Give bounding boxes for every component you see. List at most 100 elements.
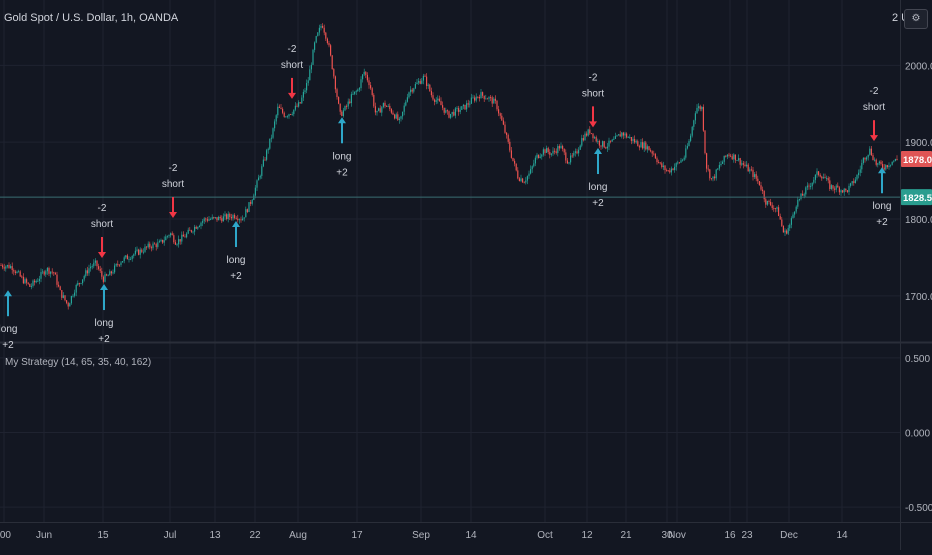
candle-body <box>746 164 748 167</box>
candle-body <box>333 69 335 77</box>
candle-body <box>525 180 527 183</box>
candle-body <box>611 139 613 142</box>
candle-body <box>688 140 690 147</box>
x-tick-label: 22 <box>249 530 261 541</box>
long-text-label: long <box>589 182 608 193</box>
candle-body <box>614 136 616 139</box>
candle-body <box>195 226 197 229</box>
candle-body <box>395 114 397 119</box>
candle-body <box>682 159 684 161</box>
candle-body <box>483 95 485 99</box>
candle-body <box>472 97 474 99</box>
candle-body <box>563 148 565 153</box>
candle-body <box>296 105 298 107</box>
candle-body <box>88 268 90 274</box>
candle-body <box>16 271 18 274</box>
candle-body <box>597 140 599 142</box>
settings-icon[interactable]: ⚙ <box>904 9 928 29</box>
candle-body <box>254 187 256 196</box>
candle-body <box>557 146 559 154</box>
candle-body <box>259 175 261 178</box>
candle-body <box>355 91 357 93</box>
candle-body <box>574 151 576 153</box>
candle-body <box>837 185 839 188</box>
short-qty-label: -2 <box>288 44 297 55</box>
candle-body <box>549 152 551 155</box>
candle-body <box>822 177 824 179</box>
candle-body <box>806 185 808 188</box>
candle-body <box>11 266 13 271</box>
indicator-tick-label: 0.500 <box>905 354 930 365</box>
candle-body <box>358 88 360 90</box>
candle-body <box>515 163 517 171</box>
candle-body <box>416 82 418 85</box>
candle-body <box>731 156 733 160</box>
candle-body <box>435 100 437 102</box>
x-tick-label: 13 <box>209 530 221 541</box>
candle-body <box>3 267 5 269</box>
candle-body <box>378 108 380 111</box>
candle-body <box>115 263 117 266</box>
candle-body <box>216 217 218 221</box>
candle-body <box>403 105 405 112</box>
candle-body <box>203 218 205 222</box>
candle-body <box>368 80 370 86</box>
candle-body <box>400 116 402 119</box>
candle-body <box>696 107 698 114</box>
candle-body <box>853 181 855 183</box>
candle-body <box>426 76 428 86</box>
candle-body <box>232 215 234 219</box>
candle-body <box>330 45 332 56</box>
indicator-legend[interactable]: My Strategy (14, 65, 35, 40, 162) <box>5 357 152 368</box>
candle-body <box>21 276 23 278</box>
candle-body <box>677 162 679 164</box>
candle-body <box>826 178 828 179</box>
candle-body <box>318 27 320 33</box>
short-text-label: short <box>281 60 303 71</box>
candle-body <box>762 189 764 191</box>
candle-body <box>206 219 208 221</box>
candle-body <box>379 108 381 113</box>
candle-body <box>336 89 338 98</box>
x-tick-label: Sep <box>412 530 430 541</box>
candle-body <box>27 282 29 284</box>
candle-body <box>269 138 271 149</box>
candle-body <box>339 103 341 112</box>
candle-body <box>320 25 322 28</box>
candle-body <box>770 201 772 206</box>
candle-body <box>802 193 804 196</box>
candle-body <box>536 154 538 158</box>
signals: long +2 -2 short long +2 -2 short long +2 -2 short l… <box>0 44 891 351</box>
candle-body <box>792 214 794 219</box>
candle-body <box>629 137 631 138</box>
candle-body <box>267 148 269 151</box>
candle-body <box>818 171 820 175</box>
candle-body <box>48 268 50 274</box>
candle-body <box>118 264 120 266</box>
candle-body <box>854 179 856 183</box>
candle-body <box>741 163 743 165</box>
candle-body <box>840 190 842 193</box>
candle-body <box>162 239 164 243</box>
candle-body <box>290 114 292 115</box>
candle-body <box>62 295 64 298</box>
candle-body <box>733 154 735 160</box>
candle-body <box>650 150 652 152</box>
candle-body <box>765 199 767 205</box>
candle-body <box>397 114 399 120</box>
candle-body <box>101 271 103 277</box>
candle-body <box>214 217 216 218</box>
candle-body <box>723 155 725 162</box>
candle-body <box>278 106 280 108</box>
candle-body <box>363 71 365 75</box>
candle-body <box>448 111 450 118</box>
candle-body <box>440 101 442 106</box>
candle-body <box>166 235 168 237</box>
candle-body <box>608 140 610 147</box>
candle-body <box>402 111 404 117</box>
candle-body <box>744 164 746 167</box>
candle-body <box>59 286 61 291</box>
candle-body <box>147 243 149 248</box>
